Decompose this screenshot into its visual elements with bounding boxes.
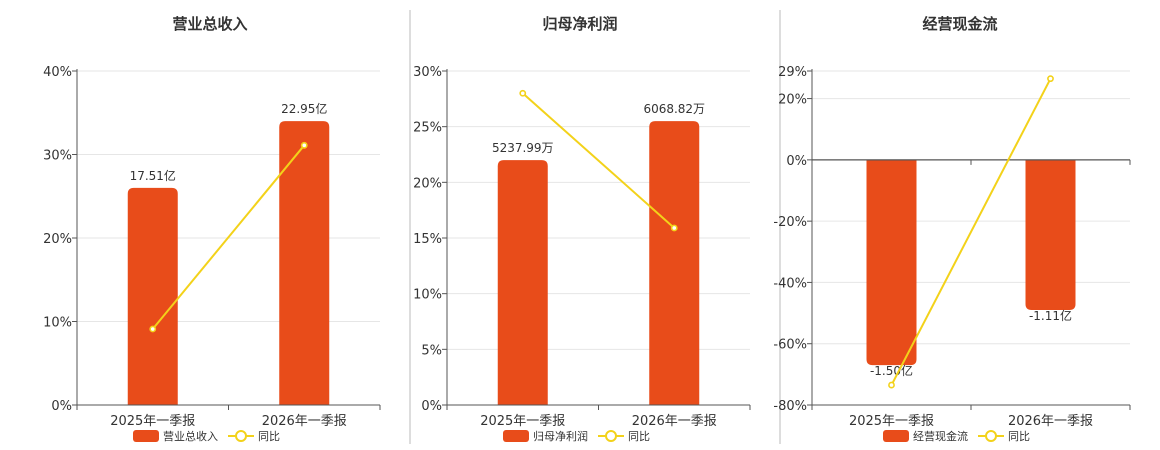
bar-data-label: 22.95亿 — [281, 101, 327, 116]
y-tick-label: 10% — [413, 288, 442, 303]
line-point — [519, 89, 527, 97]
legend-label: 营业总收入 — [163, 429, 218, 443]
bar-data-label: 5237.99万 — [492, 141, 554, 155]
legend-label: 同比 — [258, 430, 280, 443]
legend-line-marker — [235, 430, 247, 442]
bar — [497, 160, 548, 405]
y-tick-label: 20% — [413, 176, 442, 191]
y-tick-label: 5% — [421, 343, 442, 358]
y-tick-label: 0% — [421, 399, 442, 414]
bar-data-label: 17.51亿 — [130, 168, 176, 183]
chart-panel-revenue: 营业总收入 0% 10% 20% 30% 40% 17.51亿 22.95亿 2025年一季报 2… — [43, 15, 381, 443]
y-tick-label: 29% — [778, 65, 807, 80]
line-point — [888, 381, 895, 389]
legend-line-marker — [605, 430, 617, 442]
y-tick-label: 20% — [778, 93, 807, 108]
bar-data-label: -1.11亿 — [1029, 308, 1072, 323]
y-tick-label: 40% — [43, 65, 72, 80]
y-tick-label: 25% — [413, 121, 442, 136]
chart-title: 归母净利润 — [542, 15, 617, 33]
bar — [1025, 159, 1076, 311]
y-tick-label: 30% — [413, 65, 442, 80]
x-tick-label: 2026年一季报 — [1008, 414, 1093, 429]
legend-bar-swatch — [133, 430, 159, 442]
y-tick-label: -60% — [773, 338, 807, 353]
series-line — [890, 78, 1052, 386]
chart-panel-net-profit: 归母净利润 0% 5% 10% 15% 20% 25% 30% 5237.99万 6068.82万… — [413, 15, 751, 443]
legend-bar-swatch — [883, 430, 909, 442]
bar — [649, 121, 700, 405]
legend-label: 归母净利润 — [533, 429, 588, 443]
bar-data-label: 6068.82万 — [643, 102, 705, 116]
y-tick-label: -40% — [773, 276, 807, 291]
x-tick-label: 2025年一季报 — [480, 414, 565, 429]
bar — [127, 187, 178, 405]
x-tick-label: 2025年一季报 — [110, 414, 195, 429]
y-tick-label: 10% — [43, 316, 72, 331]
y-tick-label: 0% — [786, 154, 807, 169]
y-tick-label: 20% — [43, 232, 72, 247]
line-point — [149, 325, 157, 333]
y-tick-label: -20% — [773, 215, 807, 230]
bar — [279, 121, 330, 405]
line-point — [1047, 75, 1054, 83]
x-tick-label: 2025年一季报 — [849, 414, 934, 429]
bar-data-label: -1.50亿 — [870, 363, 913, 378]
legend-line-marker — [985, 430, 997, 442]
legend-label: 同比 — [1008, 430, 1030, 443]
line-point — [670, 224, 678, 232]
legend-bar-swatch — [503, 430, 529, 442]
legend-label: 经营现金流 — [913, 429, 968, 443]
series-line — [522, 92, 675, 229]
legend-label: 同比 — [628, 430, 650, 443]
y-tick-label: 15% — [413, 232, 442, 247]
chart-title: 营业总收入 — [172, 15, 247, 33]
y-tick-label: 30% — [43, 149, 72, 164]
bar — [866, 159, 917, 366]
series-line — [151, 144, 306, 330]
y-tick-label: -80% — [773, 399, 807, 414]
chart-title: 经营现金流 — [922, 15, 997, 33]
y-tick-label: 0% — [51, 399, 72, 414]
chart-panel-operating-cashflow: 经营现金流 -80% -60% -40% -20% 0% 20% 29% -1.50亿 -1.11… — [773, 15, 1131, 443]
x-tick-label: 2026年一季报 — [262, 414, 347, 429]
x-tick-label: 2026年一季报 — [632, 414, 717, 429]
line-point — [300, 141, 308, 149]
